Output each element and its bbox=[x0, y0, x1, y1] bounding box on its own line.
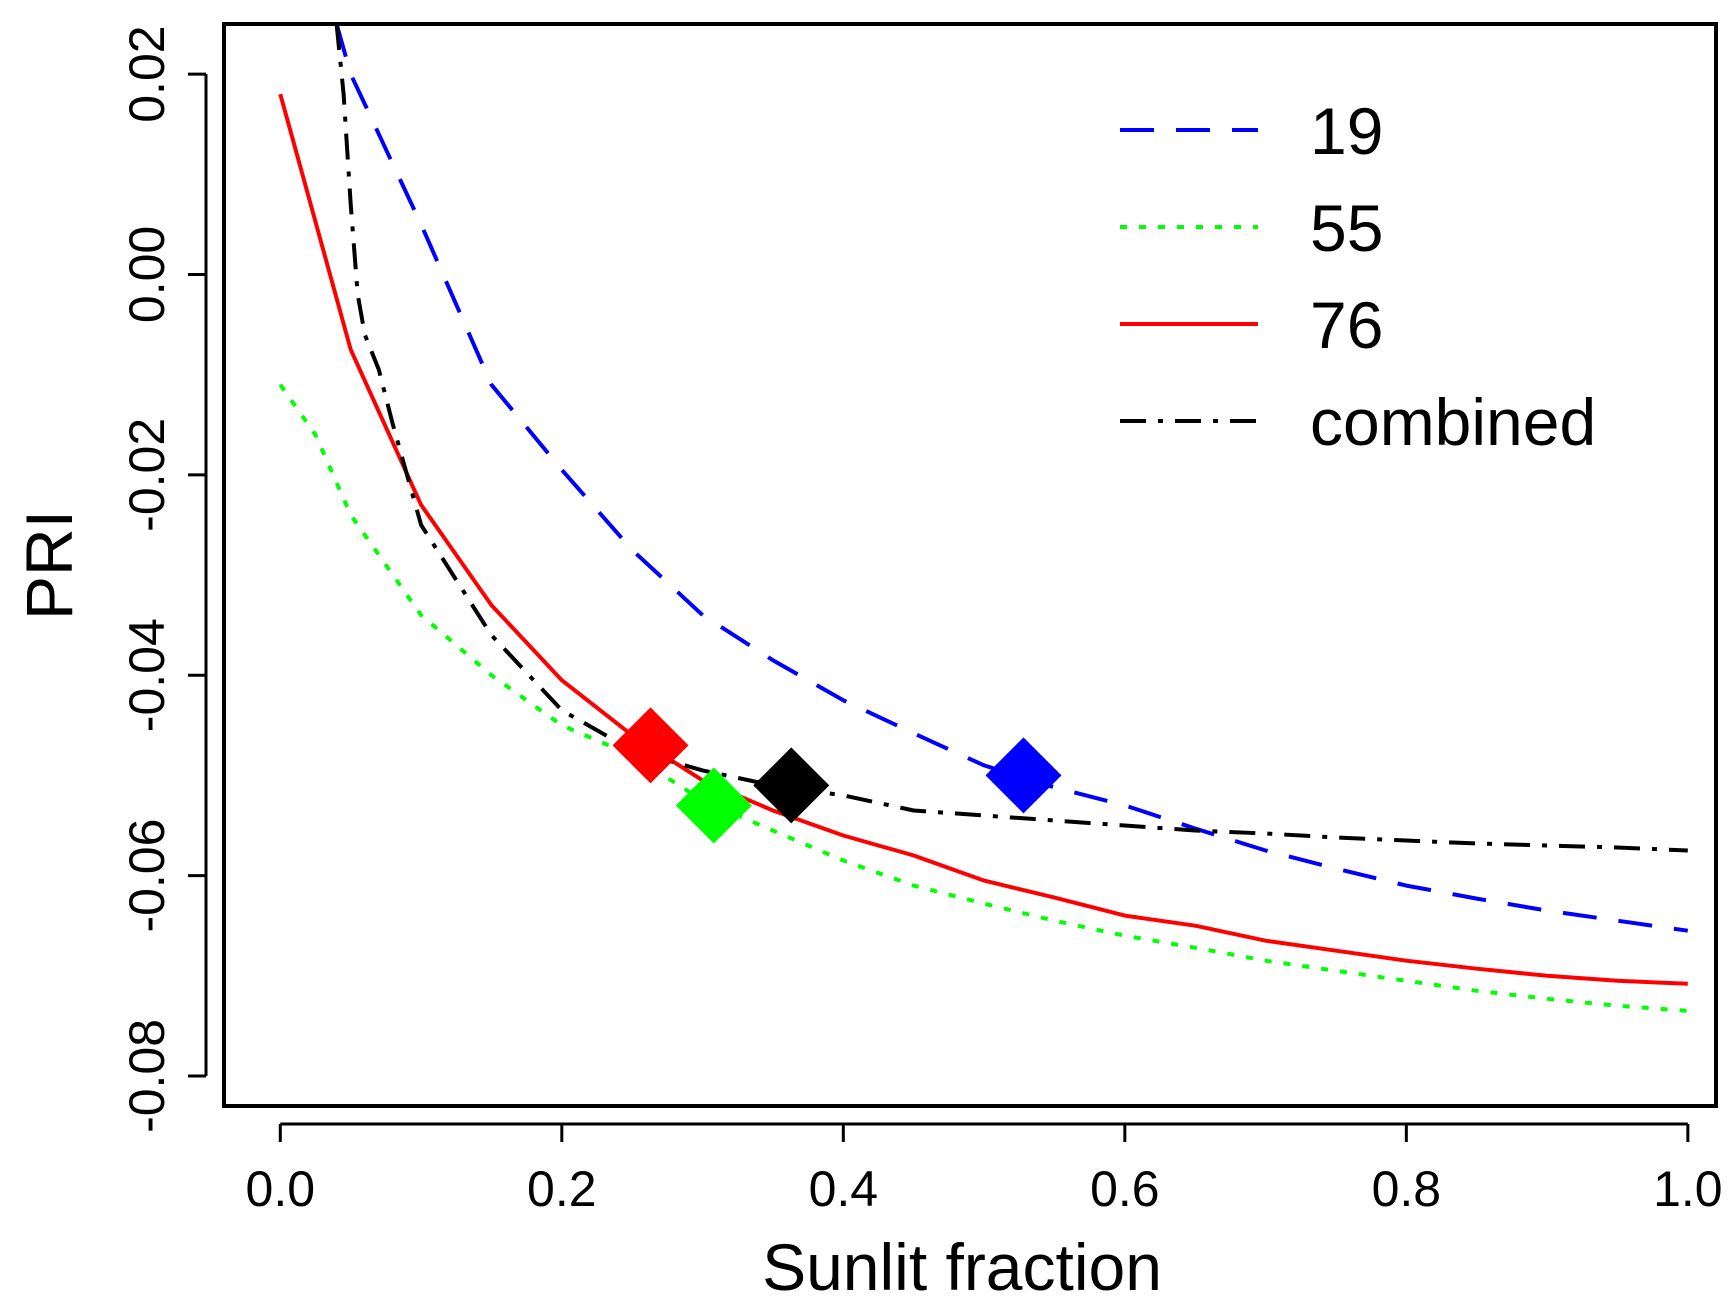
y-tick-label: 0.00 bbox=[119, 226, 175, 323]
series-line-19 bbox=[334, 24, 1689, 933]
y-axis: -0.08 -0.06 -0.04 -0.02 0.00 0.02 bbox=[119, 25, 208, 1133]
series-curves bbox=[278, 24, 1689, 1013]
legend-label-76: 76 bbox=[1310, 288, 1383, 362]
x-tick-label: 0.8 bbox=[1372, 1161, 1442, 1217]
y-axis-title: PRI bbox=[12, 510, 86, 620]
marker-diamond-55 bbox=[675, 767, 752, 844]
legend: 19 55 76 combined bbox=[1120, 94, 1596, 459]
y-tick-label: 0.02 bbox=[119, 25, 175, 122]
x-tick-label: 0.4 bbox=[809, 1161, 879, 1217]
y-tick-label: -0.04 bbox=[119, 618, 175, 732]
marker-diamond-76 bbox=[612, 707, 689, 784]
x-tick-label: 0.6 bbox=[1090, 1161, 1160, 1217]
legend-label-19: 19 bbox=[1310, 94, 1383, 168]
series-line-76 bbox=[278, 93, 1688, 986]
x-tick-label: 0.2 bbox=[527, 1161, 597, 1217]
y-tick-label: -0.06 bbox=[119, 819, 175, 933]
x-tick-label: 1.0 bbox=[1653, 1161, 1723, 1217]
x-tick-label: 0.0 bbox=[246, 1161, 316, 1217]
x-axis-title: Sunlit fraction bbox=[762, 1230, 1162, 1304]
series-line-55 bbox=[278, 383, 1688, 1013]
plot-frame bbox=[222, 22, 1718, 1108]
y-tick-label: -0.08 bbox=[119, 1019, 175, 1133]
marker-diamond-combined bbox=[753, 747, 830, 824]
marker-diamond-19 bbox=[985, 737, 1062, 814]
x-axis: 0.0 0.2 0.4 0.6 0.8 1.0 bbox=[246, 1122, 1723, 1217]
legend-label-55: 55 bbox=[1310, 191, 1383, 265]
series-markers bbox=[612, 707, 1062, 844]
legend-label-combined: combined bbox=[1310, 385, 1596, 459]
y-tick-label: -0.02 bbox=[119, 418, 175, 532]
